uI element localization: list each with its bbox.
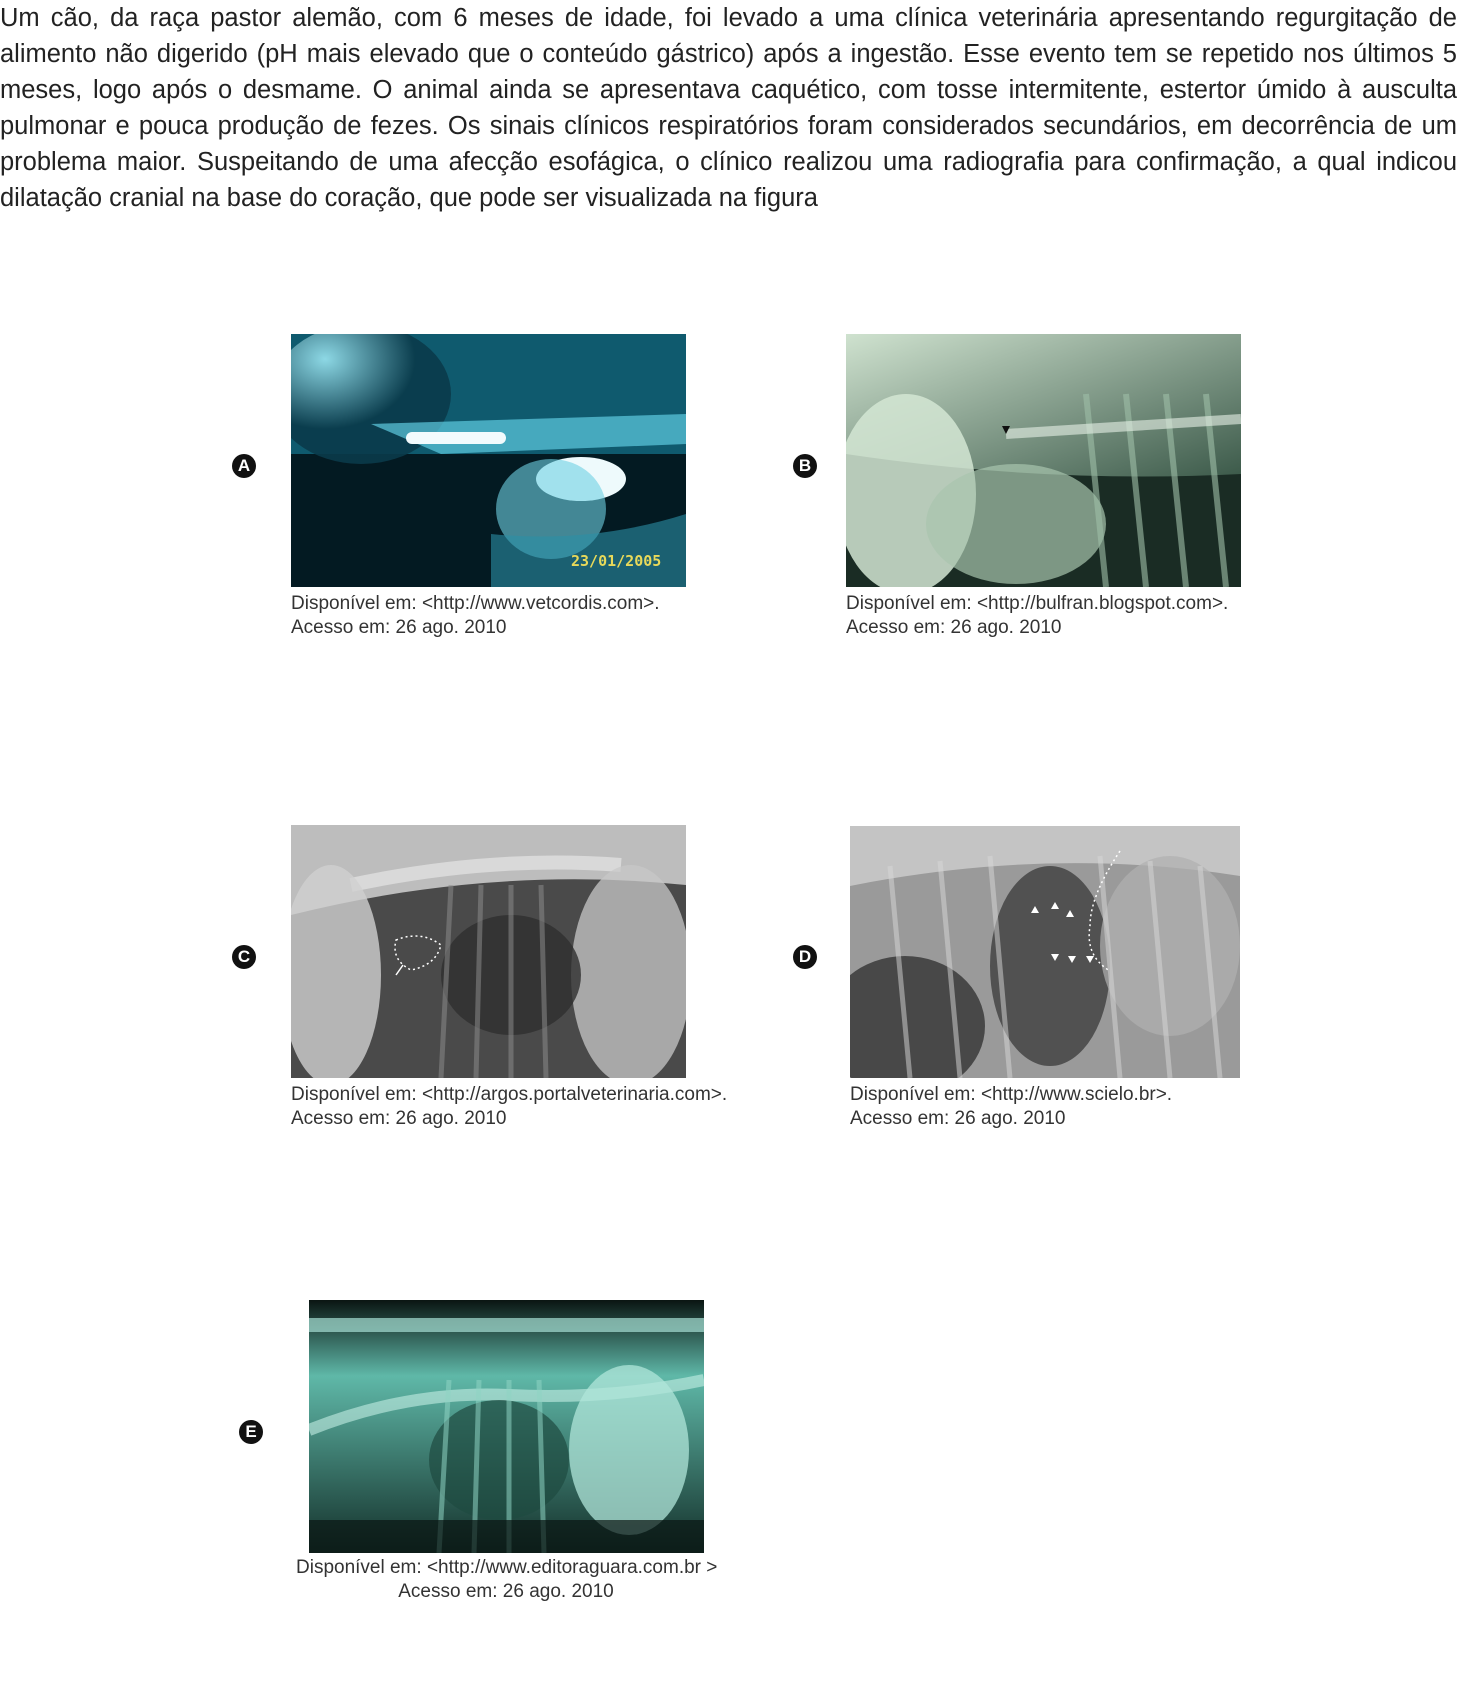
option-letter-a[interactable]: A — [232, 454, 256, 478]
option-letter-c[interactable]: C — [232, 945, 256, 969]
option-b-caption: Disponível em: <http://bulfran.blogspot.… — [846, 592, 1228, 640]
caption-source: Disponível em: <http://www.vetcordis.com… — [291, 593, 660, 614]
option-letter-e[interactable]: E — [239, 1420, 263, 1444]
option-b-xray-image — [846, 334, 1241, 587]
caption-access: Acesso em: 26 ago. 2010 — [850, 1108, 1066, 1129]
option-letter-d[interactable]: D — [793, 945, 817, 969]
option-letter-b[interactable]: B — [793, 454, 817, 478]
option-a-caption: Disponível em: <http://www.vetcordis.com… — [291, 592, 660, 640]
caption-access: Acesso em: 26 ago. 2010 — [846, 617, 1062, 638]
option-c-caption: Disponível em: <http://argos.portalveter… — [291, 1083, 727, 1131]
option-d-caption: Disponível em: <http://www.scielo.br>. A… — [850, 1083, 1172, 1131]
caption-access: Acesso em: 26 ago. 2010 — [291, 617, 507, 638]
caption-source: Disponível em: <http://bulfran.blogspot.… — [846, 593, 1229, 614]
option-e-xray-image — [309, 1300, 704, 1553]
caption-access: Acesso em: 26 ago. 2010 — [398, 1581, 614, 1602]
caption-access: Acesso em: 26 ago. 2010 — [291, 1108, 507, 1129]
caption-source: Disponível em: <http://www.scielo.br>. — [850, 1084, 1173, 1105]
option-c-xray-image — [291, 825, 686, 1078]
option-d-xray-image — [850, 826, 1240, 1078]
option-e-caption: Disponível em: <http://www.editoraguara.… — [296, 1556, 718, 1604]
date-stamp: 23/01/2005 — [571, 552, 661, 570]
option-a-xray-image: 23/01/2005 — [291, 334, 686, 587]
caption-source: Disponível em: <http://argos.portalveter… — [291, 1084, 728, 1105]
question-text: Um cão, da raça pastor alemão, com 6 mes… — [0, 4, 1457, 212]
caption-source: Disponível em: <http://www.editoraguara.… — [296, 1557, 718, 1578]
